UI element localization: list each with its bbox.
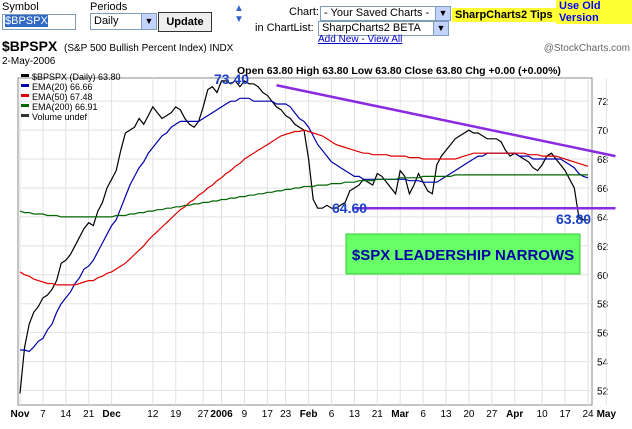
saved-charts-select[interactable]: - Your Saved Charts - ▼: [320, 6, 451, 21]
leadership-text: $SPX LEADERSHIP NARROWS: [352, 247, 574, 264]
y-tick-label: 54: [597, 358, 609, 369]
trendline-1: [276, 84, 616, 158]
leadership-box: [345, 233, 581, 275]
periods-select-value: Daily: [94, 15, 119, 27]
y-tick-label: 52: [597, 387, 609, 398]
chevron-down-icon: ▼: [141, 14, 156, 29]
y-tick-label: 68: [597, 155, 609, 166]
saved-charts-value: - Your Saved Charts -: [324, 7, 430, 19]
old-version-link[interactable]: Use Old Version: [556, 0, 632, 24]
x-tick-label: Feb: [300, 409, 318, 420]
x-tick-label: 17: [560, 409, 572, 420]
x-tick-label: Nov: [11, 409, 30, 420]
periods-label: Periods: [90, 1, 128, 13]
legend-swatch: [21, 74, 29, 77]
symbol-label: Symbol: [2, 1, 39, 13]
x-tick-label: 17: [262, 409, 274, 420]
ohlc-readout: Open 63.80 High 63.80 Low 63.80 Close 63…: [237, 65, 561, 77]
legend-swatch: [21, 94, 29, 97]
legend-swatch: [21, 114, 29, 117]
x-tick-label: 12: [147, 409, 159, 420]
legend-item: EMA(200) 66.91: [32, 102, 98, 112]
x-tick-label: Dec: [102, 409, 121, 420]
legend-swatch: [21, 84, 29, 87]
chart-area: 52 54 56 58 60 62 64 66 68 70 72 Nov 7 14 21 Dec 12 19 27 2…: [0, 38, 632, 424]
x-tick-label: 24: [582, 409, 594, 420]
y-tick-label: 70: [597, 126, 609, 137]
legend-item: $BPSPX (Daily) 63.80: [32, 72, 121, 82]
chevron-down-icon: ▼: [435, 7, 450, 20]
update-button[interactable]: Update: [158, 12, 212, 32]
chevron-down-icon: ▼: [433, 22, 448, 35]
symbol-input[interactable]: $BPSPX: [2, 14, 76, 30]
arrow-down-icon[interactable]: ▼: [234, 14, 244, 25]
x-tick-label: Apr: [506, 409, 523, 420]
chart-label: Chart:: [289, 6, 319, 18]
y-tick-label: 56: [597, 329, 609, 340]
link-separator: -: [361, 34, 365, 45]
tips-button[interactable]: SharpCharts2 Tips: [452, 8, 556, 22]
x-tick-label: 27: [486, 409, 498, 420]
low-annotation: 64.60: [332, 200, 367, 216]
y-tick-label: 64: [597, 213, 609, 224]
toolbar: Symbol $BPSPX Periods Daily ▼ Update ▲ ▼…: [0, 0, 632, 45]
view-all-link[interactable]: View All: [367, 34, 403, 45]
x-tick-label: 23: [280, 409, 292, 420]
periods-select[interactable]: Daily ▼: [90, 13, 157, 30]
y-tick-label: 72: [597, 97, 609, 108]
x-tick-label: 2006: [210, 409, 233, 420]
y-tick-label: 62: [597, 242, 609, 253]
x-tick-label: 7: [40, 409, 46, 420]
watermark: @StockCharts.com: [544, 43, 630, 54]
x-tick-label: 13: [440, 409, 452, 420]
chart-title-symbol: $BPSPX: [2, 38, 58, 54]
x-tick-label: 19: [170, 409, 182, 420]
add-new-link[interactable]: Add New: [318, 34, 359, 45]
y-tick-label: 58: [597, 300, 609, 311]
chartlist-value: SharpCharts2 BETA: [322, 22, 421, 34]
x-tick-label: 14: [60, 409, 72, 420]
last-annotation: 63.80: [556, 211, 591, 227]
x-tick-label: 21: [372, 409, 384, 420]
x-tick-label: 10: [537, 409, 549, 420]
chartlist-links: Add New - View All: [318, 34, 403, 45]
x-tick-label: 6: [420, 409, 426, 420]
x-tick-label: 21: [83, 409, 95, 420]
series-line-ema-200-: [19, 174, 588, 218]
x-tick-label: 20: [463, 409, 475, 420]
chart-date: 2-May-2006: [2, 56, 56, 67]
chart-title-desc: (S&P 500 Bullish Percent Index) INDX: [64, 43, 234, 54]
chartlist-select[interactable]: SharpCharts2 BETA ▼: [318, 21, 449, 36]
nav-arrows[interactable]: ▲ ▼: [234, 3, 244, 25]
x-tick-label: 13: [349, 409, 361, 420]
x-tick-label: 27: [198, 409, 210, 420]
peak-annotation: 73.40: [214, 71, 249, 87]
legend-swatch: [21, 104, 29, 107]
chartlist-label: in ChartList:: [255, 22, 314, 34]
legend-item: EMA(20) 66.66: [32, 82, 93, 92]
legend-item: EMA(50) 67.48: [32, 92, 93, 102]
symbol-input-value: $BPSPX: [5, 15, 48, 27]
x-tick-label: 9: [242, 409, 248, 420]
series-line-ema-50-: [19, 129, 589, 286]
x-tick-label: Mar: [391, 409, 409, 420]
legend-item: Volume undef: [32, 112, 88, 122]
arrow-up-icon[interactable]: ▲: [234, 3, 244, 14]
x-tick-label: May: [597, 409, 617, 420]
y-tick-label: 60: [597, 271, 609, 282]
x-tick-label: 6: [329, 409, 335, 420]
y-tick-label: 66: [597, 184, 609, 195]
